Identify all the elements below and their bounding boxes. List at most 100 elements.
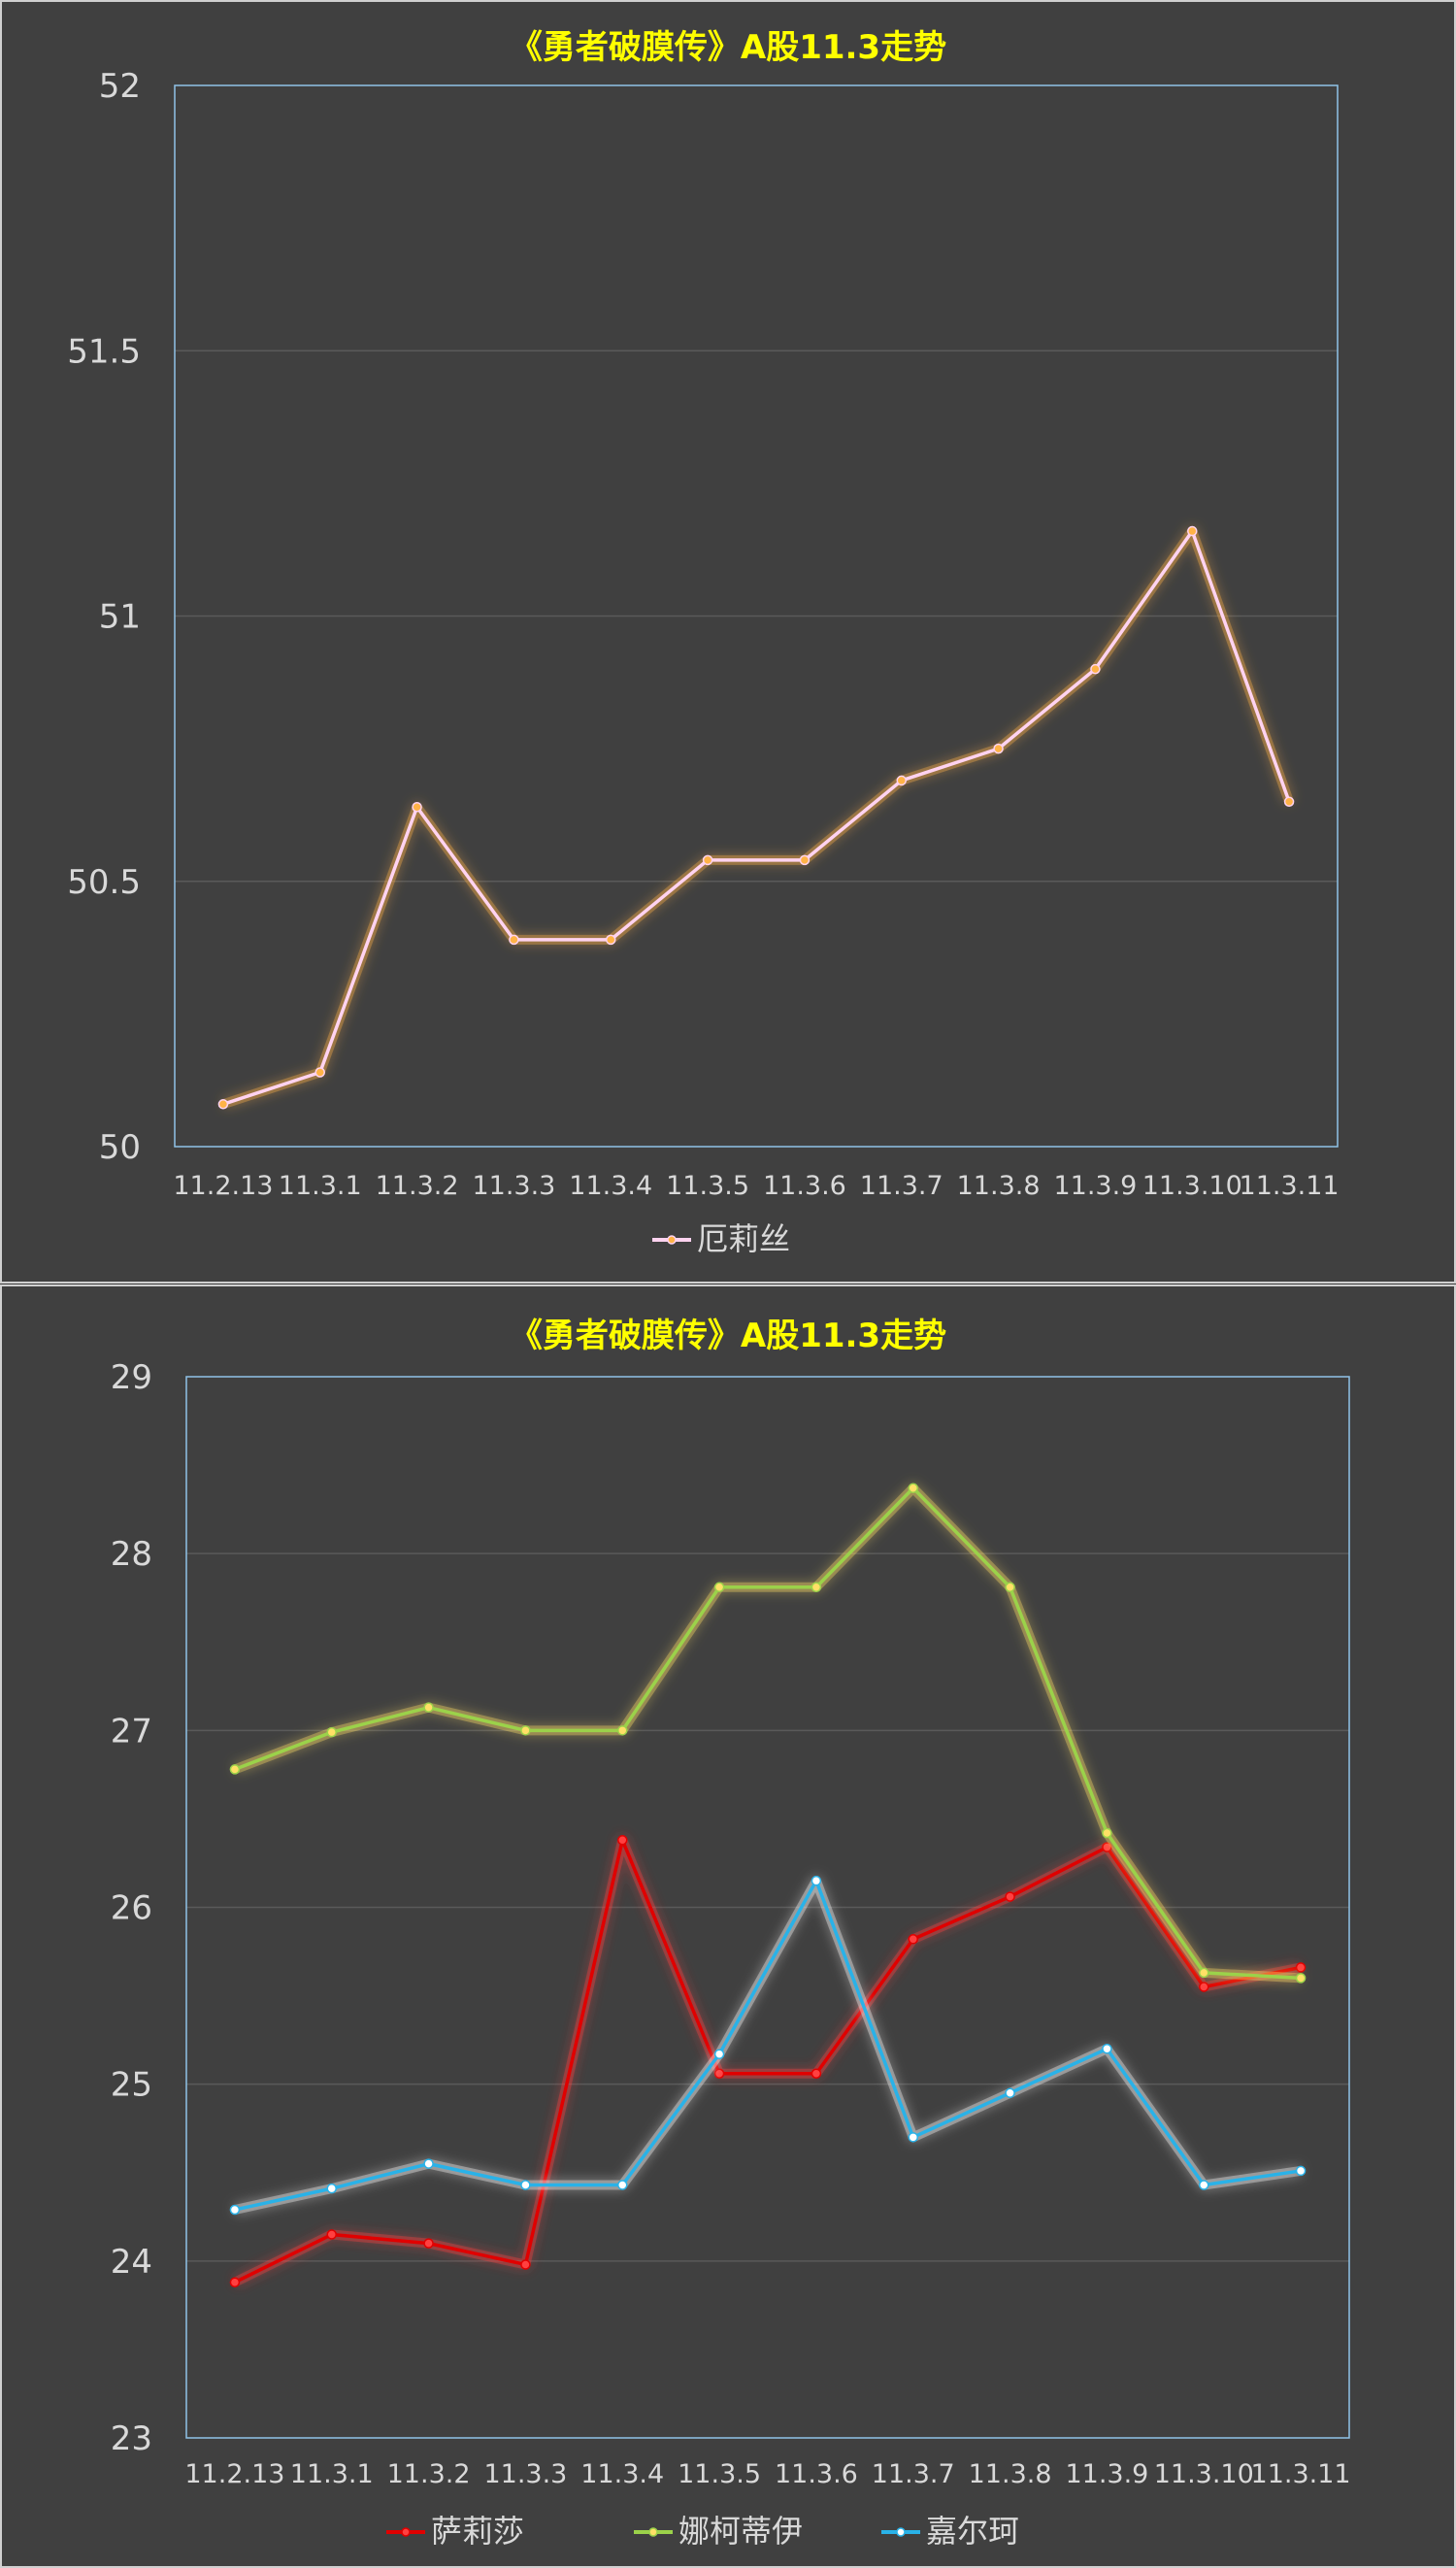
x-tick-label: 11.3.11 (1251, 2459, 1351, 2489)
x-tick-label: 11.3.9 (1065, 2459, 1148, 2489)
data-point (314, 1067, 325, 1078)
data-point (617, 1835, 628, 1846)
data-point (229, 1764, 241, 1775)
y-tick-label: 50.5 (67, 863, 141, 902)
x-tick-label: 11.3.1 (290, 2459, 374, 2489)
x-tick-label: 11.3.5 (678, 2459, 761, 2489)
data-point (908, 1483, 918, 1494)
legend-swatch-marker (667, 1235, 677, 1245)
data-point (1005, 1582, 1015, 1593)
data-point (423, 2158, 434, 2169)
x-tick-label: 11.3.2 (376, 1171, 459, 1201)
x-tick-label: 11.3.3 (472, 1171, 555, 1201)
x-tick-label: 11.3.11 (1240, 1171, 1340, 1201)
data-point (799, 854, 811, 866)
x-tick-label: 11.3.10 (1154, 2459, 1254, 2489)
data-point (1187, 525, 1198, 537)
data-point (326, 2183, 337, 2194)
data-point (606, 934, 616, 946)
x-tick-label: 11.3.4 (580, 2459, 664, 2489)
data-point (713, 1582, 725, 1593)
data-point (1199, 1967, 1209, 1979)
chart-title: 《勇者破膜传》A股11.3走势 (510, 1317, 946, 1355)
y-tick-label: 52 (99, 67, 141, 106)
x-tick-label: 11.3.9 (1053, 1171, 1137, 1201)
x-tick-label: 11.3.7 (872, 2459, 955, 2489)
y-tick-label: 50 (99, 1128, 141, 1167)
y-tick-label: 23 (111, 2419, 152, 2458)
chart-1-panel (0, 0, 1456, 1284)
x-tick-label: 11.3.3 (483, 2459, 567, 2489)
legend-label: 萨莉莎 (431, 2513, 524, 2550)
legend-label: 娜柯蒂伊 (678, 2513, 803, 2550)
y-tick-label: 51.5 (67, 332, 141, 371)
data-point (423, 2238, 434, 2249)
x-tick-label: 11.3.1 (279, 1171, 362, 1201)
data-point (1102, 1827, 1112, 1839)
legend-swatch-marker (401, 2527, 411, 2537)
x-tick-label: 11.3.4 (569, 1171, 652, 1201)
legend-label: 厄莉丝 (697, 1220, 790, 1257)
data-point (1295, 1973, 1307, 1984)
y-tick-label: 27 (111, 1712, 152, 1751)
x-tick-label: 11.2.13 (184, 2459, 284, 2489)
data-point (229, 2277, 241, 2287)
data-point (229, 2204, 241, 2216)
data-point (713, 2068, 725, 2079)
y-tick-label: 24 (111, 2243, 152, 2282)
plot-area-border (174, 84, 1339, 1148)
data-point (1090, 663, 1101, 675)
data-point (1295, 1962, 1307, 1973)
legend-label: 嘉尔珂 (926, 2513, 1019, 2550)
data-point (326, 1726, 337, 1738)
data-point (896, 775, 907, 786)
data-point (412, 801, 422, 813)
data-point (617, 1725, 628, 1736)
x-tick-label: 11.3.2 (387, 2459, 471, 2489)
data-point (1005, 1891, 1015, 1902)
legend-swatch-marker (648, 2527, 658, 2537)
data-point (908, 2132, 918, 2143)
data-point (617, 2180, 628, 2190)
series-line-2 (234, 1486, 1302, 1981)
y-tick-label: 51 (99, 598, 141, 637)
data-point (520, 2180, 531, 2190)
data-point (811, 1582, 822, 1593)
x-tick-label: 11.3.7 (860, 1171, 943, 1201)
data-point (326, 2229, 337, 2240)
data-point (1005, 2087, 1015, 2099)
x-tick-label: 11.2.13 (173, 1171, 273, 1201)
x-tick-label: 11.3.10 (1142, 1171, 1242, 1201)
data-point (520, 1725, 531, 1736)
data-point (1199, 2180, 1209, 2190)
data-point (1295, 2165, 1307, 2177)
chart-2-panel (0, 1284, 1456, 2568)
data-point (713, 2049, 725, 2059)
y-tick-label: 28 (111, 1535, 152, 1574)
data-point (702, 854, 713, 866)
x-tick-label: 11.3.8 (969, 2459, 1052, 2489)
data-point (811, 2068, 822, 2079)
data-point (217, 1099, 229, 1110)
series-line-1 (222, 529, 1291, 1106)
data-point (1102, 2043, 1112, 2054)
x-tick-label: 11.3.6 (763, 1171, 846, 1201)
data-point (1283, 796, 1295, 808)
series-line-1 (234, 1838, 1302, 2285)
data-point (993, 743, 1004, 754)
x-tick-label: 11.3.8 (957, 1171, 1041, 1201)
data-point (1199, 1982, 1209, 1992)
legend-swatch-marker (896, 2527, 906, 2537)
data-point (520, 2259, 531, 2270)
plot-area-border (185, 1376, 1350, 2439)
chart-title: 《勇者破膜传》A股11.3走势 (510, 28, 946, 67)
x-tick-label: 11.3.6 (775, 2459, 858, 2489)
x-tick-label: 11.3.5 (666, 1171, 749, 1201)
data-point (811, 1875, 822, 1886)
data-point (908, 1934, 918, 1945)
y-tick-label: 25 (111, 2066, 152, 2105)
data-point (423, 1702, 434, 1713)
series-line-3 (234, 1879, 1302, 2212)
data-point (509, 934, 519, 946)
